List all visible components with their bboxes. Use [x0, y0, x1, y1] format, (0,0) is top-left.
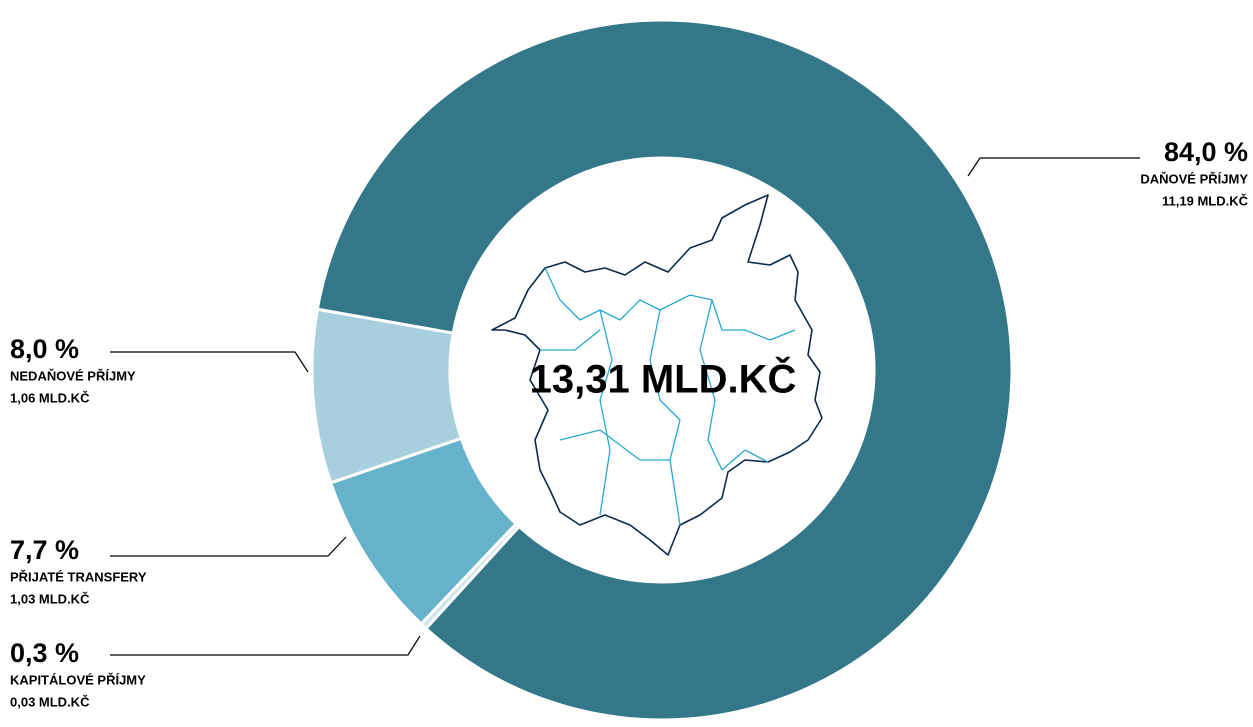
- category-label: NEDAŇOVÉ PŘÍJMY: [10, 368, 136, 383]
- value-label: 7,7 %: [10, 535, 79, 565]
- category-label: DAŇOVÉ PŘÍJMY: [1140, 171, 1248, 186]
- leader-line: [967, 157, 1140, 177]
- leader-line: [110, 536, 347, 557]
- donut-slice: [315, 18, 1014, 722]
- category-label: PŘIJATÉ TRANSFERY: [10, 569, 147, 584]
- leader-line: [110, 351, 309, 373]
- amount-label: 1,03 MLD.KČ: [10, 591, 90, 606]
- value-label: 84,0 %: [1164, 137, 1248, 167]
- category-label: KAPITÁLOVÉ PŘÍJMY: [10, 672, 146, 687]
- center-label: 13,31 MLD.KČ: [530, 356, 797, 402]
- donut-slice: [310, 307, 464, 485]
- value-label: 0,3 %: [10, 638, 79, 668]
- amount-label: 11,19 MLD.KČ: [1162, 193, 1249, 208]
- value-label: 8,0 %: [10, 334, 79, 364]
- city-map: [491, 194, 823, 556]
- leader-line: [110, 635, 421, 656]
- amount-label: 0,03 MLD.KČ: [10, 694, 90, 709]
- amount-label: 1,06 MLD.KČ: [10, 390, 90, 405]
